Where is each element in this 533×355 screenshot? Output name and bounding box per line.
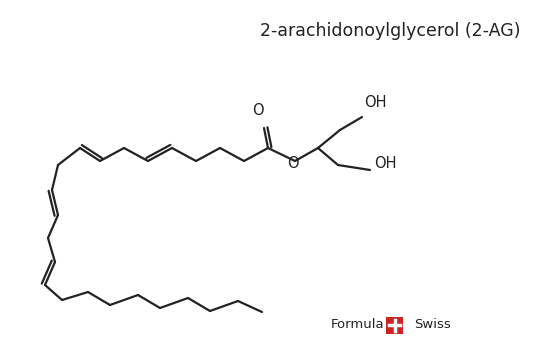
Text: OH: OH: [374, 157, 397, 171]
FancyBboxPatch shape: [386, 317, 403, 333]
Text: O: O: [252, 103, 264, 118]
Text: O: O: [287, 157, 299, 171]
Text: 2-arachidonoylglycerol (2-AG): 2-arachidonoylglycerol (2-AG): [260, 22, 520, 40]
Text: Swiss: Swiss: [414, 318, 451, 332]
Text: OH: OH: [364, 95, 386, 110]
Text: Formula: Formula: [330, 318, 384, 332]
